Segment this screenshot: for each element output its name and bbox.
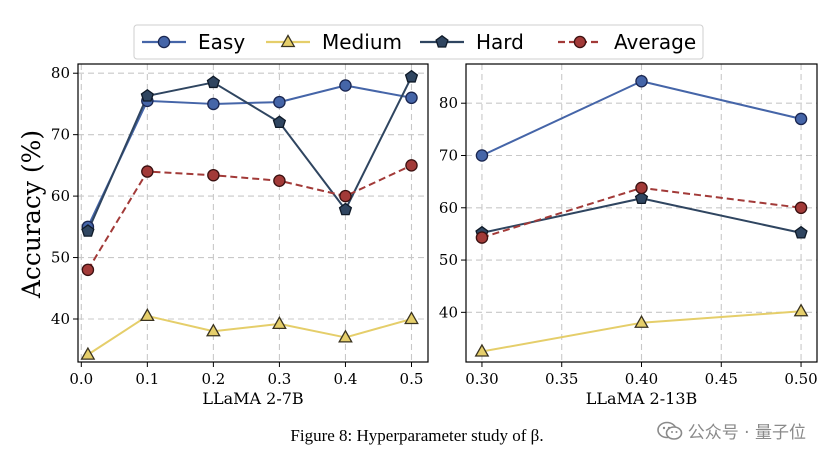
series-line-average <box>87 164 412 271</box>
y-tick-label: 80 <box>439 94 458 112</box>
data-point-average <box>273 174 286 187</box>
legend-marker-easy <box>157 35 171 49</box>
y-tick-label: 70 <box>439 146 458 164</box>
x-tick-label: 0.2 <box>201 370 225 388</box>
data-point-medium <box>205 323 221 337</box>
y-axis-label: Accuracy (%) <box>17 130 46 299</box>
series-line-easy <box>87 84 412 228</box>
series-line-medium <box>87 314 412 356</box>
y-tick-label: 50 <box>51 249 70 267</box>
x-tick-label: 0.5 <box>400 370 424 388</box>
data-point-medium <box>793 303 809 317</box>
data-point-easy <box>635 75 648 88</box>
x-tick-label: 0.3 <box>267 370 291 388</box>
chart-panel-llama-7b: 0.0 0.1 0.2 0.3 0.4 0.5 40 50 60 70 80 LLaMA 2-7B <box>51 63 429 408</box>
x-axis-label-llama-7b: LLaMA 2-7B <box>202 389 303 408</box>
data-point-average <box>475 231 489 244</box>
data-point-hard <box>338 202 353 216</box>
data-point-average <box>81 263 95 277</box>
data-point-easy <box>405 91 418 105</box>
x-tick-label: 0.35 <box>545 370 578 388</box>
figure-caption: Figure 8: Hyperparameter study of β. <box>290 426 544 445</box>
data-point-easy <box>207 97 220 111</box>
data-point-hard <box>634 191 649 205</box>
y-tick-label: 60 <box>439 199 458 217</box>
data-point-medium <box>139 307 155 322</box>
legend-marker-hard <box>435 34 449 48</box>
x-tick-label: 0.45 <box>705 370 738 388</box>
data-point-easy <box>475 149 489 162</box>
y-tick-label: 80 <box>51 64 70 82</box>
legend-label-average: Average <box>614 30 696 54</box>
y-tick-label: 60 <box>51 187 70 205</box>
legend-label-hard: Hard <box>476 30 524 54</box>
x-axis-label-llama-13b: LLaMA 2-13B <box>586 389 698 408</box>
axes-frame <box>77 63 429 363</box>
x-tick-label: 0.30 <box>465 370 498 388</box>
data-point-medium <box>404 311 419 325</box>
watermark: 公众号 · 量子位 <box>656 418 806 443</box>
y-tick-label: 40 <box>51 310 70 328</box>
data-point-average <box>405 159 418 172</box>
data-point-average <box>794 201 808 215</box>
data-point-medium <box>634 314 649 328</box>
data-point-hard <box>140 88 155 102</box>
x-tick-label: 0.1 <box>135 370 159 388</box>
data-point-easy <box>794 112 808 126</box>
data-point-medium <box>474 343 490 357</box>
x-tick-label: 0.50 <box>784 370 817 388</box>
data-point-hard <box>404 69 419 83</box>
data-point-medium <box>80 346 96 360</box>
y-tick-label: 70 <box>51 126 70 144</box>
data-point-hard <box>206 75 221 89</box>
data-point-hard <box>794 225 808 239</box>
legend-label-easy: Easy <box>198 30 245 54</box>
series-line-hard <box>86 76 413 232</box>
wechat-icon <box>656 421 683 440</box>
watermark-text: 公众号 · 量子位 <box>687 423 806 443</box>
x-tick-label: 0.4 <box>334 370 358 388</box>
x-tick-label: 0.0 <box>69 370 93 388</box>
y-tick-label: 40 <box>439 303 458 321</box>
data-point-medium <box>338 329 353 343</box>
chart-panel-llama-13b: 0.30 0.35 0.40 0.45 0.50 40 50 60 70 80 LLaMA 2-13… <box>439 63 818 408</box>
legend-frame <box>133 24 704 60</box>
legend-label-medium: Medium <box>322 30 402 54</box>
data-point-average <box>635 181 648 195</box>
data-point-easy <box>339 79 352 92</box>
x-tick-label: 0.40 <box>625 370 658 388</box>
data-point-average <box>207 168 220 182</box>
y-tick-label: 50 <box>439 251 458 269</box>
data-point-hard <box>272 115 287 129</box>
data-point-medium <box>272 315 287 330</box>
data-point-hard <box>81 224 95 237</box>
data-point-average <box>141 165 154 178</box>
legend-marker-average <box>573 35 587 49</box>
data-point-average <box>339 189 352 203</box>
data-point-easy <box>273 95 286 109</box>
legend: Easy Medium Hard Average <box>133 24 704 60</box>
legend-marker-medium <box>280 34 296 48</box>
